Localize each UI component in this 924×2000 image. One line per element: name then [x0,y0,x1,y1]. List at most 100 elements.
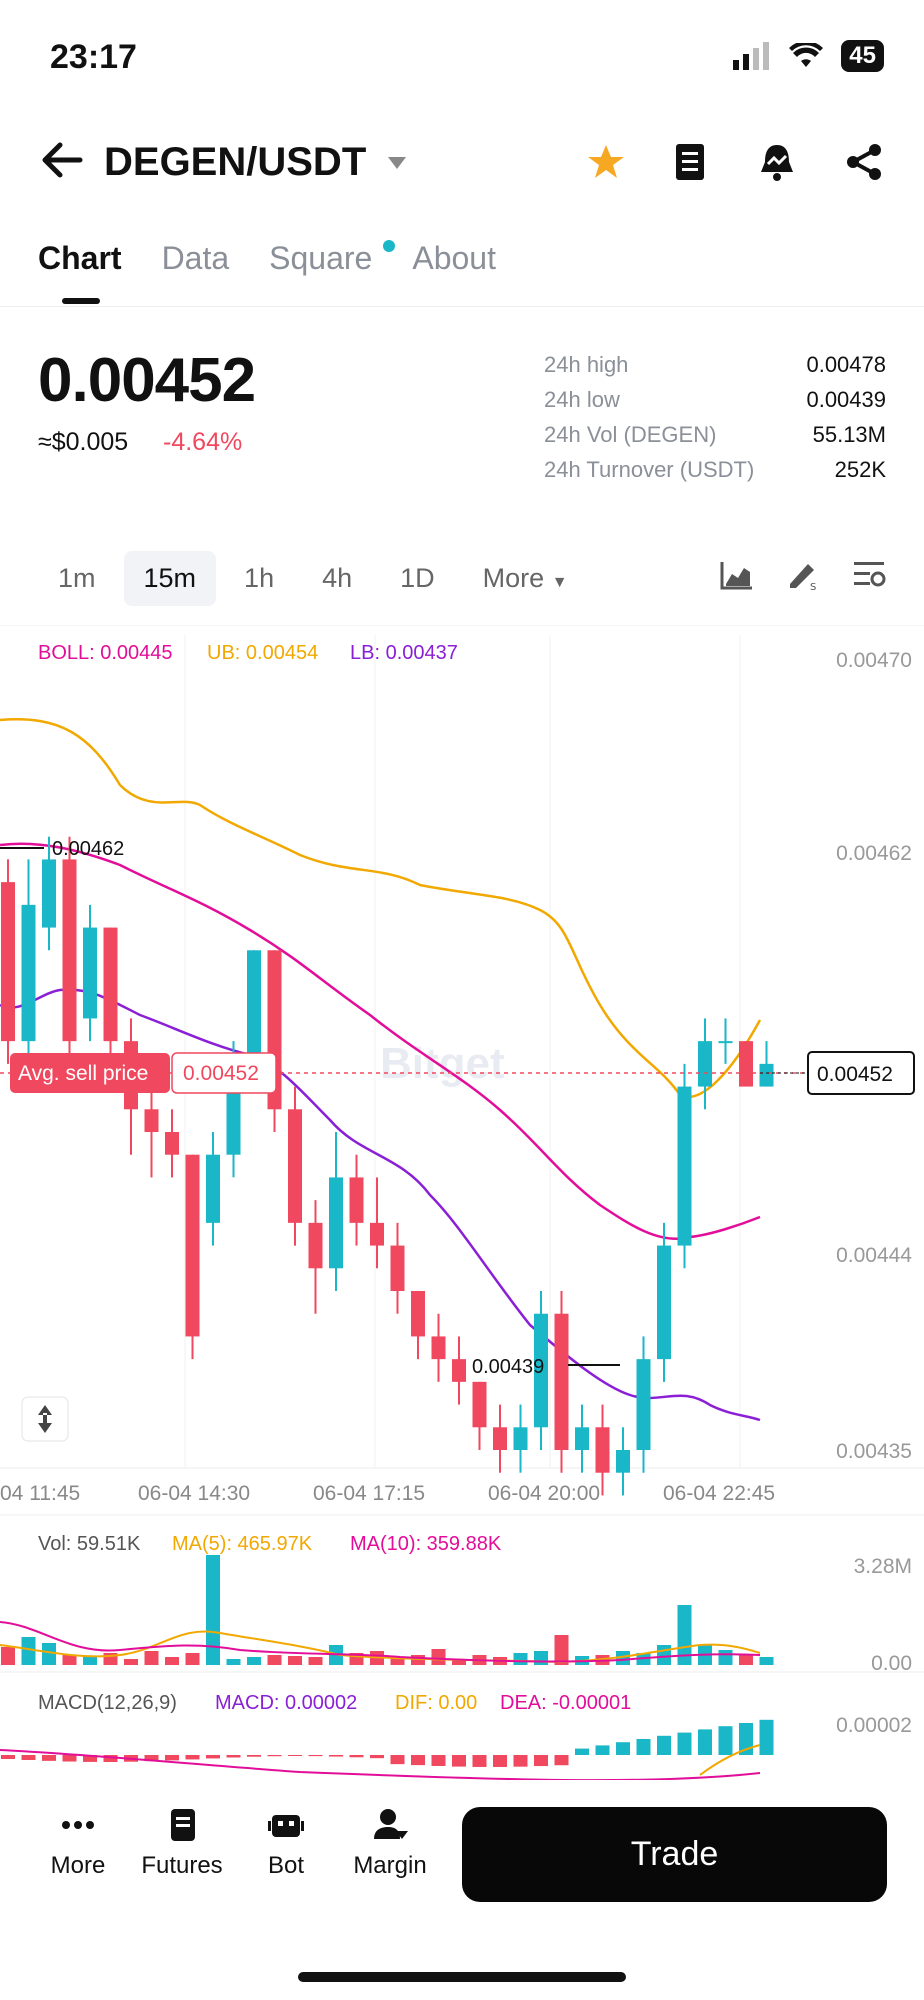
volume-bar [513,1653,528,1665]
tab-active-indicator [62,298,100,304]
high-marker-label: 0.00462 [52,838,124,860]
nav-more[interactable]: More [28,1805,128,1880]
volume-bar [308,1657,323,1665]
volume-bar [390,1657,405,1665]
chart-type-icon[interactable] [720,560,754,590]
macd-bar [616,1742,630,1755]
macd-bar [472,1755,487,1767]
dots-icon [62,1821,94,1829]
volume-axis-bottom: 0.00 [871,1652,912,1675]
main-tabs: Chart Data Square About [38,240,496,277]
back-arrow-icon[interactable] [40,140,84,180]
pair-dropdown-icon[interactable] [388,157,406,169]
volume-bar [83,1657,97,1665]
bot-icon [268,1815,304,1837]
pair-title[interactable]: DEGEN/USDT [104,140,367,184]
volume-bar [657,1645,671,1665]
y-axis-label: 0.00462 [836,842,912,865]
candle-body [698,1041,712,1087]
interval-bar: 1m 15m 1h 4h 1D More ▼ [38,548,886,608]
trade-button[interactable]: Trade [462,1807,887,1902]
macd-bar [267,1755,282,1757]
volume-bar [42,1643,56,1665]
candle-body [247,950,261,1064]
macd-bar [390,1755,405,1765]
macd-bar [698,1729,712,1755]
macd-bar [62,1755,77,1762]
last-price-tag [807,1051,915,1095]
volume-bar [62,1655,77,1665]
tab-data[interactable]: Data [161,240,230,276]
interval-1h[interactable]: 1h [244,562,275,593]
candle-body [718,1041,733,1044]
macd-axis-top: 0.00002 [836,1714,912,1737]
x-axis-label: 06-04 14:30 [138,1482,250,1505]
avg-sell-label: Avg. sell price [18,1062,148,1085]
volume-bar [226,1659,241,1665]
candle-body [534,1313,548,1428]
stat-24h-vol: 24h Vol (DEGEN) 55.13M [544,422,886,447]
nav-bot[interactable]: Bot [236,1805,336,1880]
nav-margin[interactable]: Margin [340,1805,440,1880]
macd-title: MACD(12,26,9) [38,1692,177,1714]
tab-chart[interactable]: Chart [38,240,122,276]
candle-body [308,1222,323,1269]
share-icon[interactable] [844,142,884,182]
x-axis-label: 06-04 17:15 [313,1482,425,1505]
interval-1d[interactable]: 1D [400,562,435,593]
macd-bar [370,1755,384,1759]
volume-bar [411,1655,425,1665]
tab-square[interactable]: Square [269,240,373,276]
volume-bar [21,1637,36,1665]
macd-bar [103,1755,118,1762]
ub-label: UB: 0.00454 [207,642,318,664]
low-marker-label: 0.00439 [472,1356,544,1378]
notes-icon[interactable] [672,142,708,182]
macd-bar [595,1745,610,1755]
candle-body [595,1427,610,1473]
draw-tool-icon[interactable]: S [786,558,820,592]
volume-bar [267,1655,282,1665]
interval-15m[interactable]: 15m [123,550,217,606]
candle-body [616,1450,630,1473]
interval-1m[interactable]: 1m [58,562,96,593]
svg-text:S: S [810,582,816,592]
macd-bar [226,1755,241,1758]
home-indicator [298,1972,626,1982]
candle-body [452,1359,466,1382]
nav-futures[interactable]: Futures [132,1805,232,1880]
candlestick-chart[interactable]: BOLL: 0.00445 UB: 0.00454 LB: 0.00437 0.… [0,625,924,1780]
volume-bar [124,1659,138,1665]
macd-bar [185,1755,200,1760]
volume-bar [1,1647,15,1665]
volume-bar [616,1651,630,1665]
favorite-star-icon[interactable] [586,143,626,181]
macd-bar [452,1755,466,1767]
stat-24h-high: 24h high 0.00478 [544,352,886,377]
macd-bar [329,1755,343,1757]
divider [0,306,924,307]
x-axis-label: 04 11:45 [0,1482,80,1505]
avg-sell-badge[interactable] [10,1053,170,1093]
candle-body [42,859,56,928]
macd-bar [308,1755,323,1757]
volume-bar [452,1659,466,1665]
interval-4h[interactable]: 4h [322,562,353,593]
chart-settings-icon[interactable] [852,560,886,590]
macd-bar [657,1735,671,1755]
candle-body [657,1245,671,1360]
stat-24h-low: 24h low 0.00439 [544,387,886,412]
volume-axis-top: 3.28M [854,1555,912,1578]
resize-arrows-icon [38,1405,52,1433]
volume-bar [554,1635,569,1665]
avg-sell-value-badge [171,1052,277,1094]
macd-bar [206,1755,220,1759]
volume-bar [759,1657,774,1665]
tab-about[interactable]: About [412,240,496,276]
volume-ma10-line [0,1621,761,1663]
lb-label: LB: 0.00437 [350,642,458,664]
price-alert-bell-icon[interactable] [758,142,796,182]
x-axis-label: 06-04 22:45 [663,1482,775,1505]
interval-more[interactable]: More ▼ [482,562,568,593]
candle-body [431,1336,446,1360]
